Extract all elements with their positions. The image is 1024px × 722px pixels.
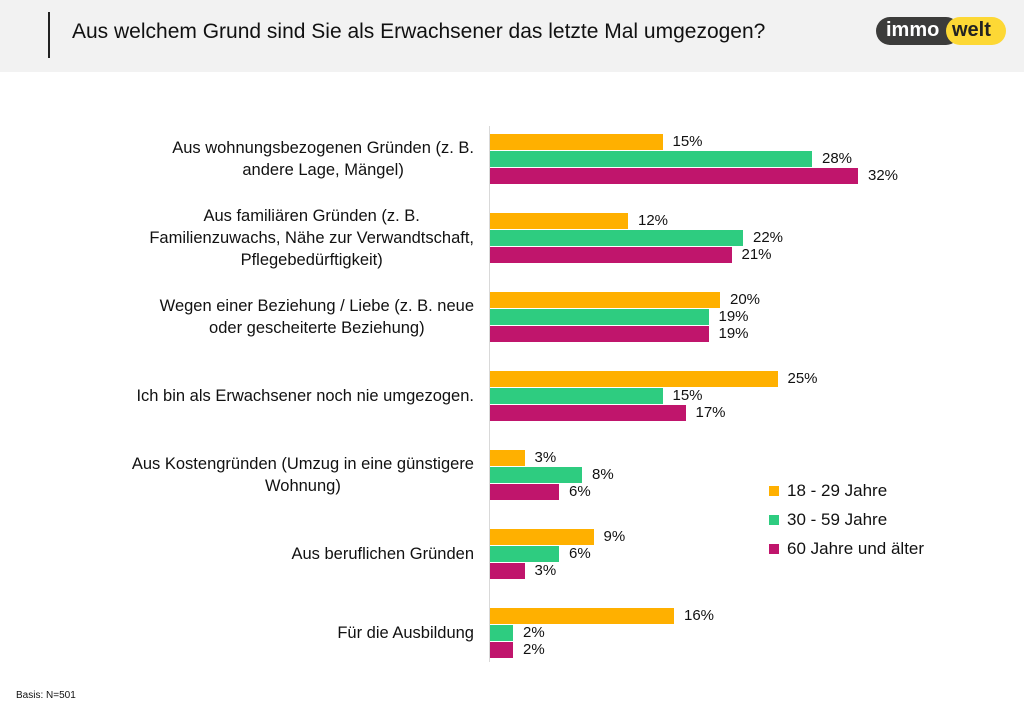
category-axis [489,126,490,662]
data-label: 25% [787,370,818,387]
data-label: 8% [592,466,614,483]
bar [490,529,594,545]
category-label-line: Für die Ausbildung [337,624,474,642]
bar [490,642,513,658]
category-label-line: Aus wohnungsbezogenen Gründen (z. B. [172,139,474,157]
data-label: 9% [603,528,626,545]
data-label: 21% [741,246,772,263]
bar [490,484,559,500]
data-label: 6% [569,545,591,562]
category-label-line: Ich bin als Erwachsener noch nie umgezog… [136,387,474,405]
legend-item: 60 Jahre und älter [769,534,924,563]
data-label: 15% [672,133,703,150]
data-label: 2% [523,641,545,658]
bar [490,247,732,263]
data-label: 19% [718,325,749,342]
bar [490,292,720,308]
data-label: 19% [718,308,749,325]
category-label-line: Familienzuwachs, Nähe zur Verwandtschaft… [149,229,474,247]
bar [490,625,513,641]
legend-label: 60 Jahre und älter [787,538,925,558]
logo-yellow-pill [946,17,1006,45]
bar [490,563,525,579]
data-label: 28% [822,150,853,167]
title-divider [48,12,50,58]
chart-title: Aus welchem Grund sind Sie als Erwachsen… [72,20,766,43]
legend-label: 30 - 59 Jahre [787,509,888,529]
data-label: 3% [534,562,557,579]
bar [490,230,743,246]
category-label-line: Pflegebedürftigkeit) [240,251,383,269]
legend-label: 18 - 29 Jahre [787,480,888,500]
bar [490,608,674,624]
bar [490,450,525,466]
category-label-line: Aus familiären Gründen (z. B. [203,207,420,225]
data-label: 20% [730,291,761,308]
legend-swatch-30-59 [769,514,779,525]
data-label: 17% [695,404,726,421]
category-label: Wegen einer Beziehung / Liebe (z. B. neu… [160,295,474,339]
data-label: 16% [684,607,715,624]
legend: 18 - 29 Jahre 30 - 59 Jahre 60 Jahre und… [769,476,924,563]
category-label-line: Aus beruflichen Gründen [291,545,474,563]
bar [490,213,628,229]
bar [490,309,709,325]
legend-item: 18 - 29 Jahre [769,476,924,505]
category-label: Aus Kostengründen (Umzug in eine günstig… [132,453,474,497]
bar [490,326,709,342]
category-label: Aus wohnungsbezogenen Gründen (z. B. ande… [172,137,474,181]
category-label-line: Wegen einer Beziehung / Liebe (z. B. neu… [159,297,474,315]
category-label-line: Wohnung) [265,477,341,495]
category-label: Aus familiären Gründen (z. B. Familienzuw… [149,205,474,271]
data-label: 3% [534,449,557,466]
data-label: 2% [523,624,545,641]
category-label: Ich bin als Erwachsener noch nie umgezog… [136,385,474,407]
basis-note: Basis: N=501 [16,690,76,701]
category-label-line: andere Lage, Mängel) [242,161,404,179]
immowelt-logo: immo welt [876,17,1006,45]
bar [490,134,663,150]
bar [490,151,812,167]
category-label-line: Aus Kostengründen (Umzug in eine günstig… [131,455,474,473]
bar [490,467,582,483]
header-bar [0,0,1024,72]
bar [490,388,663,404]
legend-swatch-18-29 [769,485,779,496]
category-label: Für die Ausbildung [337,622,474,644]
bar [490,168,858,184]
data-label: 12% [638,212,669,229]
logo-text-welt: welt [952,19,991,41]
data-label: 32% [868,167,899,184]
bar [490,546,559,562]
category-label-line: oder gescheiterte Beziehung) [209,319,425,337]
data-label: 6% [569,483,591,500]
bar [490,405,686,421]
legend-swatch-60-plus [769,543,779,554]
data-label: 15% [672,387,703,404]
legend-item: 30 - 59 Jahre [769,505,924,534]
logo-text-immo: immo [886,19,940,41]
bar [490,371,778,387]
category-label: Aus beruflichen Gründen [291,543,474,565]
data-label: 22% [753,229,784,246]
